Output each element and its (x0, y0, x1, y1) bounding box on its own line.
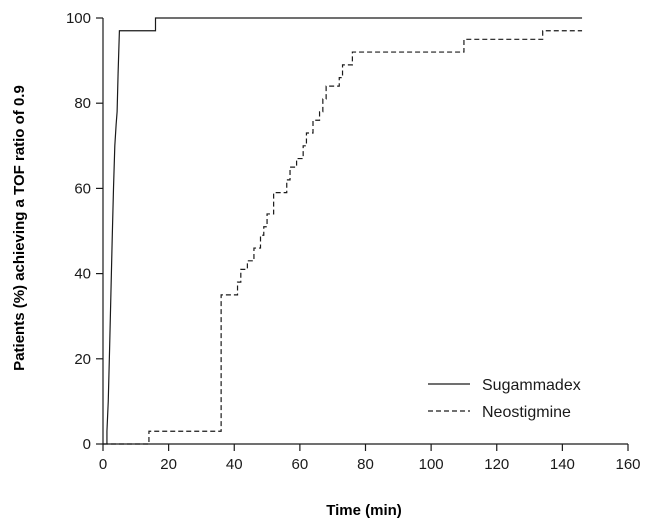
legend: Sugammadex Neostigmine (428, 377, 581, 421)
y-tick-label: 100 (66, 10, 91, 27)
y-tick-label: 80 (74, 95, 91, 112)
series-line-sugammadex (106, 17, 583, 444)
legend-label-sugammadex: Sugammadex (482, 377, 581, 394)
x-axis-ticks: 0 20 40 60 80 100 120 140 160 (99, 444, 641, 473)
y-tick-label: 40 (74, 266, 91, 283)
x-tick-label: 60 (292, 456, 309, 473)
x-tick-label: 140 (550, 456, 575, 473)
y-tick-label: 0 (83, 436, 91, 453)
series-layer (103, 17, 583, 445)
x-tick-label: 160 (615, 456, 640, 473)
x-tick-label: 0 (99, 456, 107, 473)
y-axis-ticks: 0 20 40 60 80 100 (66, 10, 103, 453)
series-line-neostigmine (103, 30, 583, 445)
x-tick-label: 40 (226, 456, 243, 473)
x-tick-label: 120 (484, 456, 509, 473)
x-axis-title: Time (min) (326, 502, 402, 519)
y-tick-label: 60 (74, 180, 91, 197)
y-tick-label: 20 (74, 351, 91, 368)
x-tick-label: 80 (357, 456, 374, 473)
x-tick-label: 20 (160, 456, 177, 473)
x-tick-label: 100 (419, 456, 444, 473)
y-axis-title: Patients (%) achieving a TOF ratio of 0.… (11, 85, 28, 371)
legend-label-neostigmine: Neostigmine (482, 404, 571, 421)
